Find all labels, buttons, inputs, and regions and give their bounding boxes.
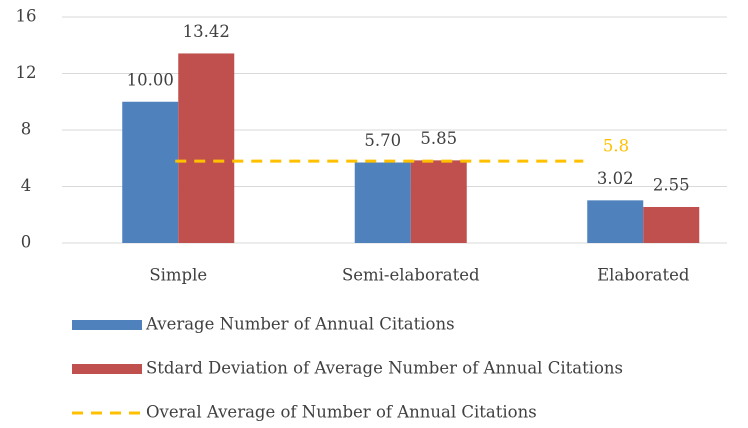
data-label: 13.42 bbox=[183, 22, 230, 41]
legend-swatch bbox=[72, 320, 142, 330]
legend-label: Average Number of Annual Citations bbox=[145, 315, 455, 334]
data-label: 10.00 bbox=[127, 70, 174, 89]
bar bbox=[178, 53, 235, 243]
data-label: 5.85 bbox=[420, 129, 457, 148]
legend-label: Stdard Deviation of Average Number of An… bbox=[146, 359, 623, 378]
y-tick-label: 12 bbox=[16, 63, 37, 82]
x-tick-label: Elaborated bbox=[597, 266, 690, 285]
bar bbox=[122, 101, 179, 243]
data-label: 5.70 bbox=[364, 131, 401, 150]
y-tick-label: 16 bbox=[16, 7, 37, 26]
bar bbox=[643, 206, 700, 243]
y-tick-label: 8 bbox=[21, 120, 32, 139]
bar bbox=[354, 162, 411, 243]
legend-label: Overal Average of Number of Annual Citat… bbox=[146, 403, 537, 422]
x-tick-label: Semi-elaborated bbox=[342, 266, 480, 285]
data-label: 2.55 bbox=[653, 175, 690, 194]
bar bbox=[587, 200, 644, 243]
y-tick-label: 0 bbox=[21, 233, 32, 252]
bar bbox=[410, 160, 467, 243]
x-tick-label: Simple bbox=[149, 266, 207, 285]
legend-swatch bbox=[72, 364, 142, 374]
data-label: 3.02 bbox=[597, 169, 634, 188]
y-tick-label: 4 bbox=[21, 176, 32, 195]
reference-label: 5.8 bbox=[603, 137, 629, 156]
